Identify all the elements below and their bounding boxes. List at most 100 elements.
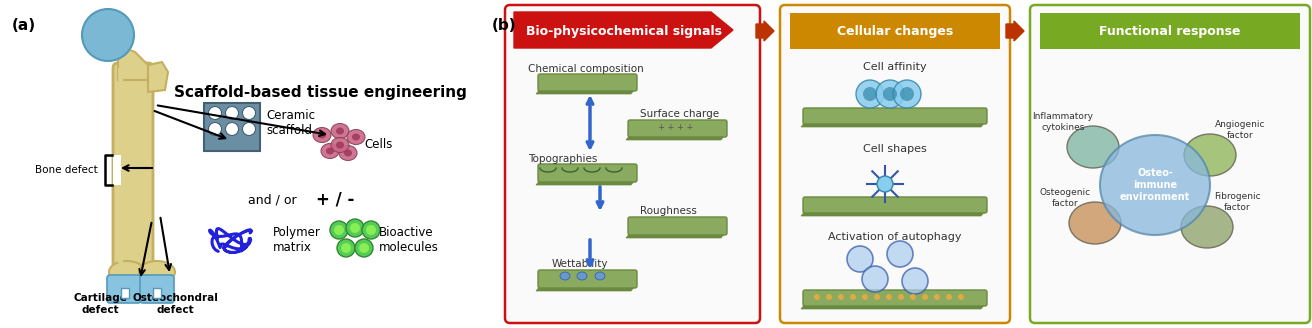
Text: Osteogenic
factor: Osteogenic factor [1039, 188, 1090, 208]
Circle shape [876, 80, 904, 108]
Text: Angiogenic
factor: Angiogenic factor [1215, 120, 1265, 140]
FancyBboxPatch shape [118, 185, 123, 263]
Circle shape [862, 266, 888, 292]
Ellipse shape [318, 132, 325, 138]
FancyBboxPatch shape [628, 120, 727, 137]
Text: Chemical composition: Chemical composition [527, 64, 644, 74]
FancyArrow shape [756, 21, 774, 41]
Circle shape [862, 294, 869, 300]
Text: (a): (a) [12, 18, 37, 33]
Ellipse shape [1183, 134, 1236, 176]
Text: Bio-physicochemical signals: Bio-physicochemical signals [526, 25, 723, 37]
Text: Bioactive
molecules: Bioactive molecules [379, 226, 440, 254]
FancyBboxPatch shape [803, 197, 987, 213]
Circle shape [356, 239, 373, 257]
Ellipse shape [352, 133, 359, 140]
Text: Inflammatory
cytokines: Inflammatory cytokines [1033, 112, 1093, 132]
Ellipse shape [331, 124, 349, 138]
Bar [121, 288, 129, 298]
FancyBboxPatch shape [113, 63, 154, 268]
FancyBboxPatch shape [538, 164, 638, 182]
Ellipse shape [596, 272, 605, 280]
Polygon shape [626, 135, 726, 140]
Ellipse shape [344, 150, 352, 156]
FancyBboxPatch shape [505, 5, 760, 323]
Ellipse shape [346, 130, 365, 145]
FancyBboxPatch shape [108, 275, 140, 303]
Bar [154, 288, 161, 298]
Circle shape [946, 294, 953, 300]
Polygon shape [626, 233, 726, 238]
FancyBboxPatch shape [628, 217, 727, 235]
Circle shape [350, 223, 359, 233]
Circle shape [341, 243, 352, 253]
Polygon shape [537, 89, 635, 94]
FancyBboxPatch shape [538, 74, 638, 91]
FancyBboxPatch shape [803, 290, 987, 306]
Ellipse shape [577, 272, 586, 280]
Circle shape [897, 294, 904, 300]
Circle shape [848, 246, 872, 272]
Ellipse shape [314, 128, 331, 142]
FancyBboxPatch shape [790, 13, 1000, 49]
Text: Topographies: Topographies [527, 154, 597, 164]
Polygon shape [802, 122, 985, 127]
Circle shape [886, 294, 892, 300]
Ellipse shape [336, 128, 344, 134]
Circle shape [863, 87, 876, 101]
FancyBboxPatch shape [118, 68, 123, 158]
Circle shape [934, 294, 939, 300]
FancyBboxPatch shape [113, 155, 121, 185]
Circle shape [209, 122, 222, 135]
FancyBboxPatch shape [803, 108, 987, 124]
Ellipse shape [321, 144, 338, 158]
Ellipse shape [109, 261, 146, 283]
Ellipse shape [1099, 135, 1210, 235]
FancyBboxPatch shape [538, 270, 638, 288]
Text: Bone defect: Bone defect [35, 165, 98, 175]
Circle shape [226, 122, 239, 135]
Text: + + + +: + + + + [659, 124, 693, 133]
Ellipse shape [1181, 206, 1233, 248]
FancyBboxPatch shape [140, 275, 174, 303]
Text: Roughness: Roughness [640, 206, 697, 216]
Text: Functional response: Functional response [1099, 25, 1241, 37]
Circle shape [911, 294, 916, 300]
Text: Surface charge: Surface charge [640, 109, 719, 119]
Circle shape [893, 80, 921, 108]
Circle shape [337, 239, 356, 257]
Text: + / -: + / - [316, 191, 354, 209]
Text: Scaffold-based tissue engineering: Scaffold-based tissue engineering [173, 85, 467, 100]
Text: Osteochondral
defect: Osteochondral defect [133, 294, 218, 315]
Circle shape [855, 80, 884, 108]
FancyArrow shape [1006, 21, 1023, 41]
Circle shape [813, 294, 820, 300]
Text: (b): (b) [492, 18, 517, 33]
Ellipse shape [336, 141, 344, 149]
Text: Ceramic
scaffold: Ceramic scaffold [266, 109, 315, 137]
Circle shape [243, 122, 256, 135]
Circle shape [874, 294, 880, 300]
Polygon shape [802, 304, 985, 309]
Circle shape [335, 225, 344, 235]
Circle shape [243, 107, 256, 119]
Circle shape [883, 87, 897, 101]
Polygon shape [118, 48, 148, 80]
Text: Polymer
matrix: Polymer matrix [273, 226, 321, 254]
FancyArrow shape [514, 12, 733, 48]
Circle shape [887, 241, 913, 267]
Ellipse shape [1069, 202, 1120, 244]
Circle shape [209, 107, 222, 119]
Circle shape [838, 294, 844, 300]
Polygon shape [537, 286, 635, 291]
Text: Wettability: Wettability [552, 259, 609, 269]
Ellipse shape [331, 137, 349, 153]
Text: Cell shapes: Cell shapes [863, 144, 926, 154]
Polygon shape [537, 180, 635, 185]
Circle shape [346, 219, 363, 237]
Text: Activation of autophagy: Activation of autophagy [828, 232, 962, 242]
Circle shape [827, 294, 832, 300]
Circle shape [81, 9, 134, 61]
Ellipse shape [325, 148, 335, 154]
Circle shape [366, 225, 377, 235]
